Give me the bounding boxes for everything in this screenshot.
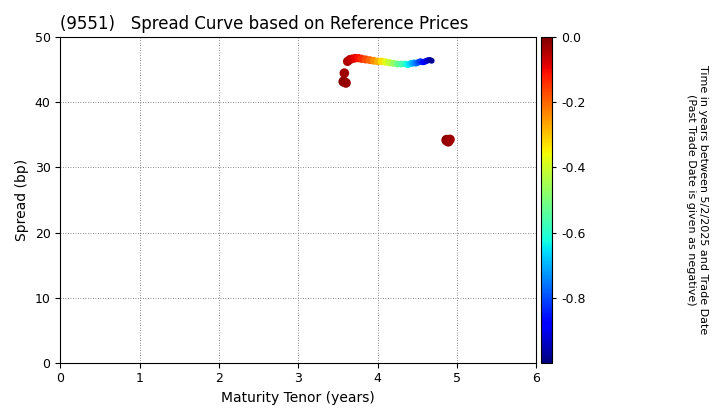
Point	[380, 59, 392, 66]
Point	[388, 60, 400, 67]
Point	[412, 59, 423, 66]
Point	[338, 70, 350, 76]
Point	[342, 58, 354, 65]
Point	[441, 137, 452, 144]
Point	[405, 60, 417, 67]
Point	[402, 61, 413, 68]
Point	[426, 58, 437, 64]
Point	[415, 58, 426, 65]
Point	[424, 57, 436, 63]
Point	[350, 55, 361, 61]
Point	[404, 60, 415, 67]
Point	[396, 60, 408, 67]
Point	[353, 55, 364, 61]
Point	[338, 78, 349, 85]
Point	[364, 57, 376, 63]
Point	[421, 58, 433, 64]
X-axis label: Maturity Tenor (years): Maturity Tenor (years)	[222, 391, 375, 405]
Point	[392, 60, 403, 67]
Point	[372, 58, 384, 65]
Point	[384, 59, 395, 66]
Point	[413, 59, 425, 66]
Point	[416, 59, 428, 66]
Point	[418, 59, 429, 66]
Text: (9551)   Spread Curve based on Reference Prices: (9551) Spread Curve based on Reference P…	[60, 15, 469, 33]
Point	[408, 59, 420, 66]
Point	[407, 60, 418, 67]
Y-axis label: Time in years between 5/2/2025 and Trade Date
(Past Trade Date is given as negat: Time in years between 5/2/2025 and Trade…	[686, 66, 708, 335]
Y-axis label: Spread (bp): Spread (bp)	[15, 159, 29, 241]
Point	[344, 56, 356, 63]
Point	[376, 58, 387, 65]
Point	[360, 56, 372, 63]
Point	[443, 138, 454, 145]
Point	[346, 55, 358, 62]
Point	[423, 57, 434, 63]
Point	[356, 55, 368, 62]
Point	[368, 58, 379, 64]
Point	[420, 58, 431, 65]
Point	[340, 79, 351, 86]
Point	[444, 136, 456, 143]
Point	[410, 60, 421, 67]
Point	[400, 60, 411, 67]
